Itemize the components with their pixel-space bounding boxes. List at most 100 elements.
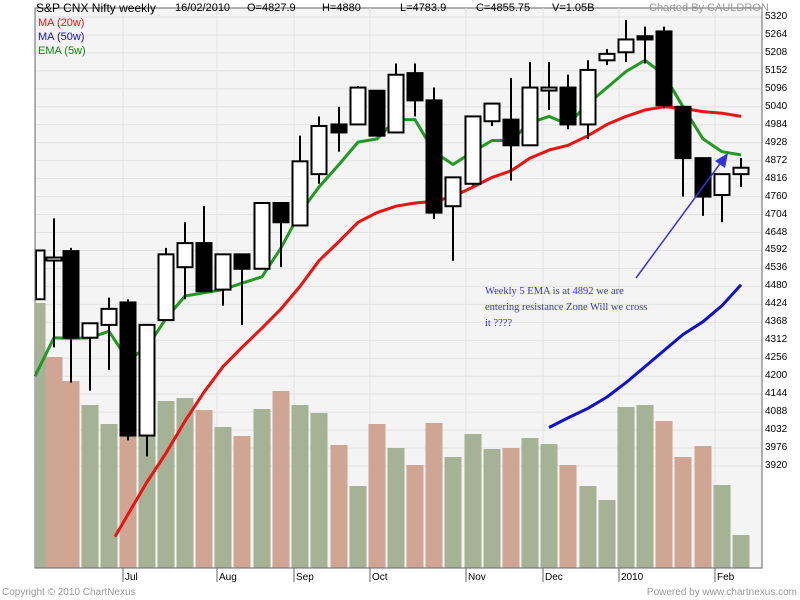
candle-body (291, 160, 309, 227)
candle-body (195, 242, 213, 293)
ma-50w--line (548, 283, 743, 429)
candle-body (674, 105, 692, 160)
candle-body (100, 307, 118, 326)
candle-body (732, 166, 750, 176)
y-tick-label: 4368 (765, 316, 788, 328)
candle-body (45, 256, 63, 262)
volume-bar (368, 424, 386, 568)
volume-bar (36, 303, 46, 568)
candle-body (617, 38, 635, 54)
volume-bars (36, 303, 750, 568)
y-tick-label: 4872 (765, 154, 788, 166)
legend-ma20: MA (20w) (38, 17, 85, 29)
date-label: 16/02/2010 (175, 2, 231, 14)
volume-bar (732, 535, 750, 568)
volume-bar (310, 413, 328, 568)
candle-body (425, 99, 443, 214)
volume-bar (444, 457, 462, 568)
volume-bar (387, 448, 405, 568)
candle-body (598, 52, 616, 62)
candle-body (559, 86, 577, 126)
volume-bar (100, 424, 118, 568)
volume-bar (62, 381, 80, 568)
y-tick-label: 4592 (765, 244, 788, 256)
candle-body (62, 250, 80, 339)
y-tick-label: 4312 (765, 334, 788, 346)
volume-bar (655, 421, 673, 568)
volume-bar (176, 398, 194, 568)
y-tick-label: 5208 (765, 46, 788, 58)
y-tick-label: 4200 (765, 370, 788, 382)
powered-by-text: Powered by www.chartnexus.com (646, 587, 797, 598)
arrow-head (715, 153, 728, 168)
close-value: C=4855.75 (476, 2, 531, 14)
volume-bar (694, 446, 712, 568)
chart-header: S&P CNX Nifty weekly 16/02/2010 O=4827.9… (0, 0, 800, 16)
candle-body (214, 253, 232, 291)
volume-bar (81, 405, 99, 568)
candle-body (636, 35, 654, 41)
x-tick-label: Aug (219, 572, 237, 583)
candle-body (35, 249, 46, 301)
y-tick-label: 4424 (765, 298, 788, 310)
y-tick-label: 3976 (765, 442, 788, 454)
volume-bar (157, 401, 175, 568)
volume-bar (272, 391, 290, 568)
y-tick-label: 4144 (765, 388, 788, 400)
y-tick-label: 4816 (765, 172, 788, 184)
candle-body (176, 242, 194, 269)
volume-bar (559, 465, 577, 568)
candle-body (310, 125, 328, 176)
volume-bar (483, 449, 501, 568)
volume-value: V=1.05B (552, 2, 595, 14)
y-tick-label: 5040 (765, 100, 788, 112)
candle-body (349, 86, 367, 126)
volume-bar (195, 410, 213, 568)
volume-bar (540, 444, 558, 568)
y-tick-label: 3920 (765, 460, 788, 471)
y-tick-label: 5264 (765, 28, 788, 40)
volume-bar (464, 434, 482, 568)
candle-body (579, 68, 597, 126)
annotation-text: Weekly 5 EMA is at 4892 we are entering … (485, 286, 648, 329)
candle-body (464, 115, 482, 185)
y-tick-label: 5152 (765, 64, 788, 76)
volume-bar (406, 465, 424, 568)
chart-credit: Charted By CAULDRON (649, 2, 769, 14)
y-tick-label: 4256 (765, 352, 788, 364)
volume-bar (425, 423, 443, 568)
volume-bar (233, 436, 251, 568)
copyright-text: Copyright © 2010 ChartNexus (2, 587, 136, 598)
x-tick-label: Sep (296, 572, 314, 583)
volume-bar (713, 485, 731, 568)
candle-body (540, 86, 558, 92)
arrow-shaft (635, 160, 723, 279)
volume-bar (253, 409, 271, 568)
y-tick-label: 4928 (765, 136, 788, 148)
volume-bar (674, 457, 692, 568)
y-tick-label: 5320 (765, 11, 788, 22)
y-tick-label: 4536 (765, 262, 788, 274)
volume-bar (45, 357, 63, 568)
x-tick-label: Feb (717, 572, 735, 583)
y-tick-label: 4760 (765, 190, 788, 202)
volume-bar (291, 405, 309, 568)
annotation-arrow (635, 153, 728, 279)
x-tick-label: Oct (372, 572, 388, 583)
candle-body (157, 253, 175, 322)
volume-bar (138, 427, 156, 568)
volume-bar (617, 407, 635, 568)
y-tick-label: 4704 (765, 208, 788, 220)
candle-body (521, 86, 539, 147)
candle-body (81, 322, 99, 339)
high-value: H=4880 (322, 2, 361, 14)
candle-body (655, 30, 673, 107)
candle-body (713, 173, 731, 196)
candle-body (330, 123, 348, 134)
y-tick-label: 4088 (765, 406, 788, 418)
ma-20w--line (113, 105, 742, 538)
x-tick-label: 2010 (621, 572, 644, 583)
volume-bar (636, 405, 654, 568)
volume-bar (521, 438, 539, 568)
